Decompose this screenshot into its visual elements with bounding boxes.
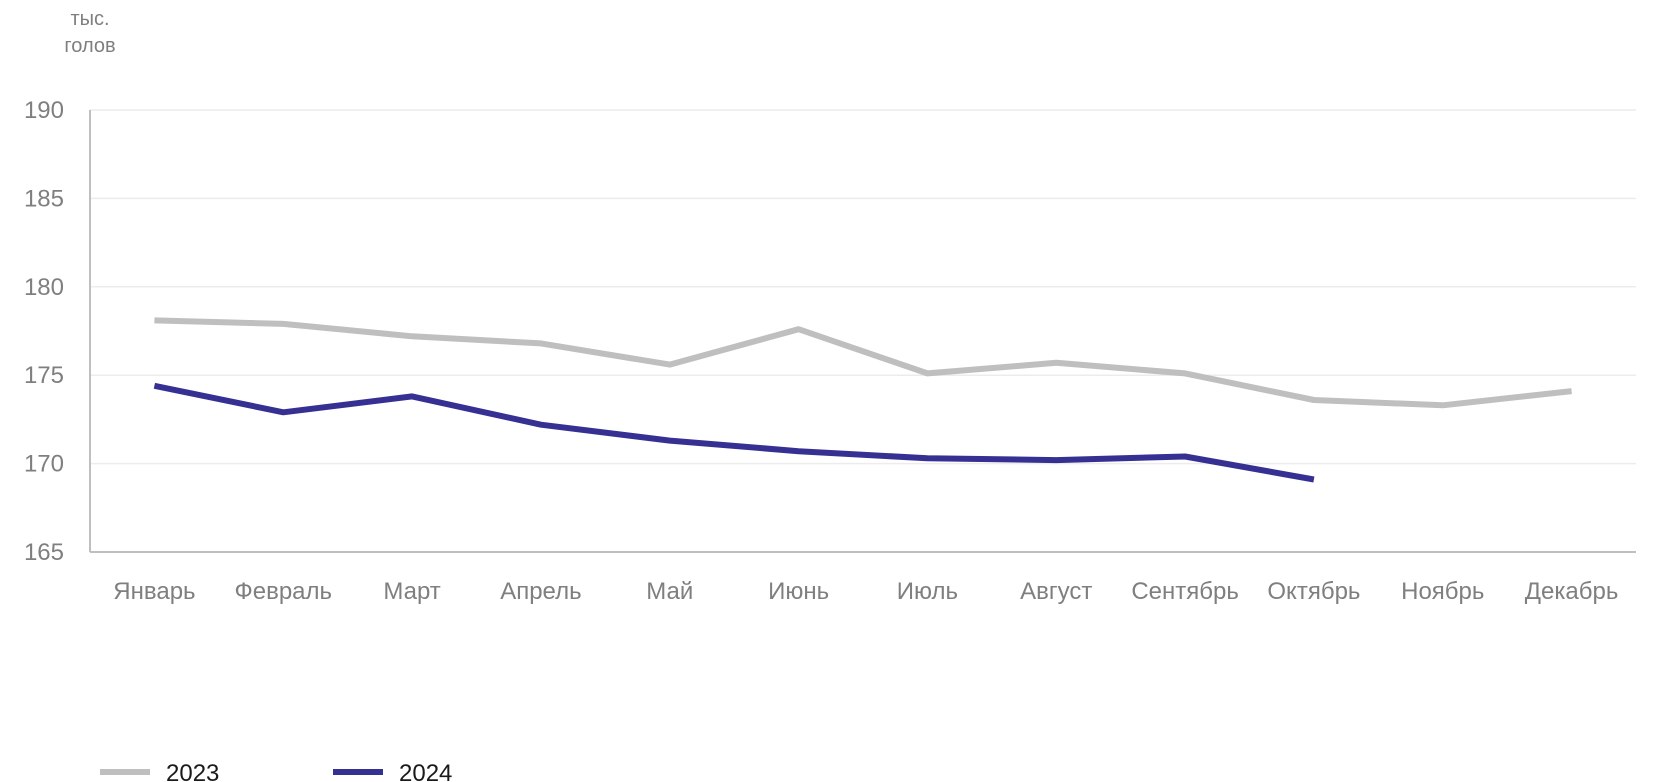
y-tick-label: 185 [24, 185, 64, 212]
x-tick-label: Май [646, 578, 693, 605]
x-tick-label: Июнь [768, 578, 829, 605]
legend: 2023 2024 [100, 760, 452, 782]
y-tick-label: 180 [24, 274, 64, 301]
x-tick-label: Февраль [234, 578, 332, 605]
series-lines [153, 317, 1572, 483]
grid-lines [90, 109, 1636, 465]
legend-label-2023: 2023 [166, 760, 219, 782]
y-tick-label: 165 [24, 539, 64, 566]
x-tick-label: Июль [897, 578, 958, 605]
y-axis-ticks: 165 170 175 180 185 190 [24, 97, 64, 566]
y-tick-label: 175 [24, 362, 64, 389]
x-tick-label: Март [383, 578, 440, 605]
x-tick-label: Август [1020, 578, 1092, 605]
y-tick-label: 190 [24, 97, 64, 124]
series-line-2023 [154, 317, 1572, 409]
x-tick-label: Январь [113, 578, 195, 605]
x-tick-label: Ноябрь [1401, 578, 1484, 605]
x-tick-label: Сентябрь [1131, 578, 1239, 605]
x-tick-label: Декабрь [1525, 578, 1619, 605]
series-line-2024 [153, 382, 1315, 483]
y-axis-unit-line-2: голов [64, 35, 116, 57]
x-tick-label: Апрель [500, 578, 581, 605]
y-axis-unit-line-1: тыс. [70, 8, 110, 30]
x-axis-ticks: Январь Февраль Март Апрель Май Июнь Июль Август… [113, 578, 1618, 605]
x-tick-label: Октябрь [1267, 578, 1360, 605]
axes [89, 110, 1636, 553]
legend-label-2024: 2024 [399, 760, 452, 782]
y-axis-unit-label: тыс. голов [40, 6, 140, 60]
y-tick-label: 170 [24, 451, 64, 478]
